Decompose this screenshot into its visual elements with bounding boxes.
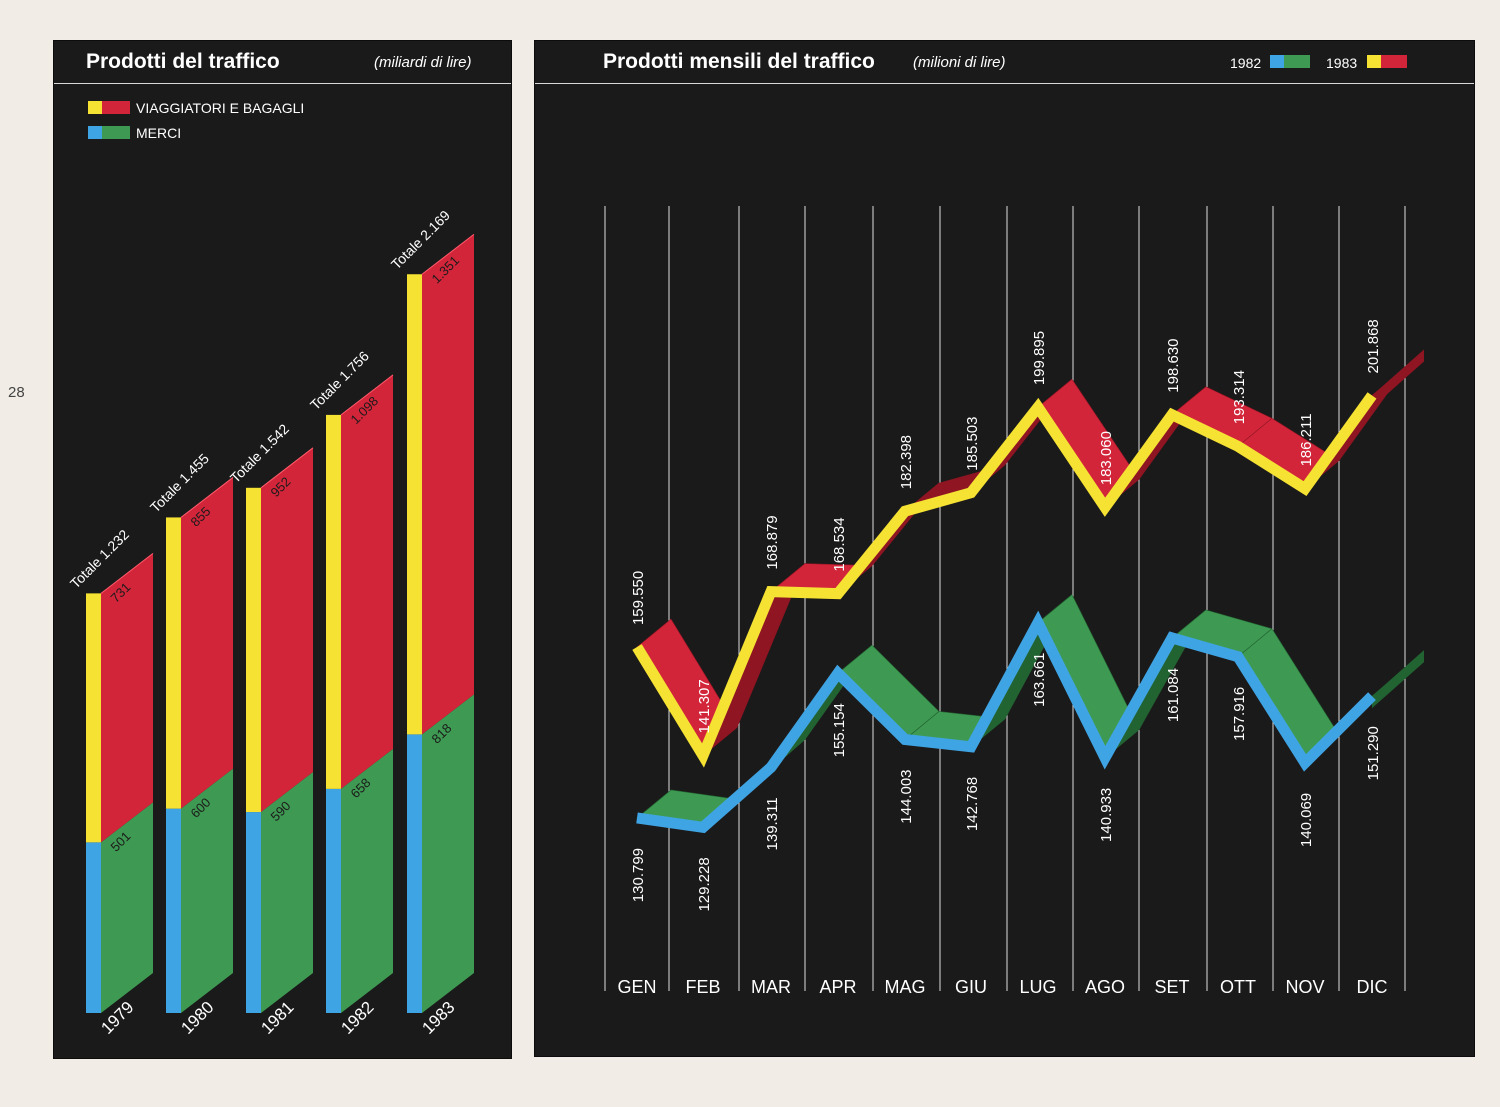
series-1983-value-label: 186.211 (1298, 413, 1315, 466)
month-label-AGO: AGO (1085, 977, 1125, 997)
bar-viaggiatori-front (326, 414, 341, 789)
bar-viaggiatori-face (261, 447, 313, 813)
month-label-GIU: GIU (955, 977, 987, 997)
monthly-line-chart: 1982 1983 GEN FEB MAR APR MAG GIU LUG AGO SET OTT NO… (604, 55, 1424, 997)
series-1982-value-label: 155.154 (831, 703, 848, 757)
legend-swatch-face (102, 126, 130, 139)
series-1983-value-label: 201.868 (1365, 319, 1382, 373)
month-label-APR: APR (819, 977, 856, 997)
legend-swatch-face (102, 101, 130, 114)
annual-chart-title: Prodotti del traffico (86, 50, 280, 73)
series-1983-value-label: 159.550 (630, 571, 647, 625)
series-1983-value-label: 185.503 (964, 417, 981, 471)
series-1983-ribbon: 159.550 141.307 168.879 168.534 182.398 185.5… (630, 319, 1424, 768)
legend-swatch-front (1367, 55, 1381, 68)
bar-viaggiatori-face (101, 553, 153, 843)
series-1983-value-label: 199.895 (1031, 331, 1048, 385)
legend-swatch-front (88, 126, 102, 139)
legend-swatch-front (88, 101, 102, 114)
page-number: 28 (8, 384, 25, 401)
series-1983-value-label: 168.534 (831, 517, 848, 571)
series-1982-value-label: 140.933 (1098, 788, 1115, 842)
legend-label: MERCI (136, 125, 181, 141)
annual-title-bar: Prodotti del traffico (miliardi di lire) (54, 41, 511, 84)
bar-merci-front (407, 734, 422, 1013)
bar-merci-front (86, 842, 101, 1013)
series-1983-value-label: 141.307 (696, 679, 713, 733)
bar-merci-face (181, 768, 233, 1013)
series-1983-line (632, 392, 1377, 768)
series-1983-value-label: 182.398 (898, 435, 915, 489)
month-gridlines (604, 206, 1406, 991)
bar-top-edge (260, 447, 314, 489)
bar-viaggiatori-face (422, 234, 474, 735)
annual-legend: VIAGGIATORI E BAGAGLI MERCI (88, 100, 304, 141)
monthly-legend: 1982 1983 (1230, 55, 1407, 71)
month-label-OTT: OTT (1220, 977, 1256, 997)
legend-swatch-face (1381, 55, 1407, 68)
month-label-MAR: MAR (751, 977, 791, 997)
bar-merci-face (341, 748, 393, 1013)
bar-merci-front (246, 812, 261, 1013)
annual-traffic-panel: Prodotti del traffico (miliardi di lire)… (53, 40, 512, 1059)
bar-merci-face (101, 802, 153, 1013)
series-1983-ribbon-end (1372, 349, 1424, 408)
legend-label: VIAGGIATORI E BAGAGLI (136, 100, 304, 116)
bar-viaggiatori-face (341, 374, 393, 789)
bar-merci-face (422, 694, 474, 1013)
series-1982-value-label: 163.661 (1031, 653, 1048, 707)
legend-swatch-face (1284, 55, 1310, 68)
legend-label: 1983 (1326, 55, 1357, 71)
series-1982-value-label: 151.290 (1365, 726, 1382, 780)
month-label-DIC: DIC (1357, 977, 1388, 997)
bar-merci-front (326, 788, 341, 1013)
bar-top-edge (340, 374, 394, 416)
month-label-GEN: GEN (617, 977, 656, 997)
bar-viaggiatori-front (246, 487, 261, 813)
series-1983-value-label: 168.879 (764, 515, 781, 569)
bar-merci-face (261, 772, 313, 1013)
bar-viaggiatori-face (181, 477, 233, 809)
month-label-LUG: LUG (1019, 977, 1056, 997)
month-label-SET: SET (1154, 977, 1189, 997)
month-labels: GEN FEB MAR APR MAG GIU LUG AGO SET OTT NOV DIC (617, 977, 1387, 997)
series-1983-value-label: 193.314 (1231, 370, 1248, 424)
monthly-chart-title: Prodotti mensili del traffico (603, 50, 875, 73)
bar-top-edge (421, 233, 475, 275)
series-1982-value-label: 140.069 (1298, 793, 1315, 847)
series-1983-value-label: 183.060 (1098, 431, 1115, 485)
bar-viaggiatori-front (86, 593, 101, 843)
series-1982-value-label: 144.003 (898, 769, 915, 823)
month-label-NOV: NOV (1285, 977, 1324, 997)
series-1982-value-label: 161.084 (1165, 668, 1182, 722)
series-1982-value-label: 157.916 (1231, 687, 1248, 741)
month-label-MAG: MAG (884, 977, 925, 997)
annual-chart-subtitle: (miliardi di lire) (374, 54, 472, 71)
bar-top-edge (180, 477, 234, 518)
series-1982-line (636, 610, 1376, 834)
series-1982-value-label: 130.799 (630, 848, 647, 902)
bar-merci-front (166, 808, 181, 1013)
bar-top-edge (100, 552, 154, 594)
monthly-traffic-panel: Prodotti mensili del traffico (milioni d… (534, 40, 1475, 1057)
bar-viaggiatori-front (166, 517, 181, 809)
legend-label: 1982 (1230, 55, 1261, 71)
series-1982-value-label: 142.768 (964, 777, 981, 831)
monthly-chart-subtitle: (milioni di lire) (913, 54, 1006, 71)
series-1982-ribbon: 130.799 129.228 139.311 155.154 144.003 142.7… (630, 594, 1424, 912)
series-1982-ribbon-end (1372, 650, 1424, 709)
bar-viaggiatori-front (407, 274, 422, 735)
monthly-title-bar: Prodotti mensili del traffico (milioni d… (535, 41, 1474, 84)
legend-swatch-front (1270, 55, 1284, 68)
series-1983-value-label: 198.630 (1165, 338, 1182, 392)
series-1982-value-label: 139.311 (764, 797, 781, 850)
series-1982-value-label: 129.228 (696, 857, 713, 911)
month-label-FEB: FEB (685, 977, 720, 997)
